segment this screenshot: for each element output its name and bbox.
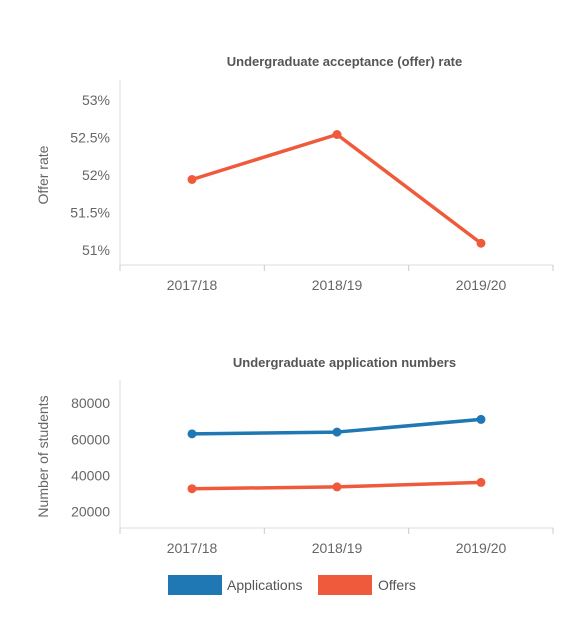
series-line-offer-rate xyxy=(190,132,483,245)
y-tick-label: 40000 xyxy=(71,468,110,484)
legend-swatch-offers xyxy=(318,575,372,595)
legend-label-applications: Applications xyxy=(227,577,303,593)
x-tick-label: 2018/19 xyxy=(312,277,363,293)
data-point xyxy=(187,175,197,184)
y-tick-label: 80000 xyxy=(71,395,110,411)
chart-title: Undergraduate application numbers xyxy=(233,355,456,370)
y-tick-label: 52% xyxy=(82,167,110,183)
data-point xyxy=(332,427,342,437)
y-tick-label: 20000 xyxy=(71,504,110,520)
data-point xyxy=(332,482,342,492)
data-point xyxy=(476,477,486,487)
y-tick-label: 51% xyxy=(82,242,110,258)
data-point xyxy=(476,414,486,424)
chart-1: Undergraduate acceptance (offer) rate Off… xyxy=(35,54,554,293)
legend-swatch-applications xyxy=(168,575,222,595)
y-tick-label: 53% xyxy=(82,92,110,108)
chart-2: Undergraduate application numbers Number … xyxy=(35,355,554,595)
chart-title: Undergraduate acceptance (offer) rate xyxy=(227,54,463,69)
x-tick-label: 2017/18 xyxy=(167,277,218,293)
legend: Applications Offers xyxy=(168,575,416,595)
x-tick-label: 2018/19 xyxy=(312,540,363,556)
y-axis-label: Offer rate xyxy=(35,145,51,204)
data-point xyxy=(187,429,197,439)
data-point xyxy=(187,484,197,494)
y-tick-label: 51.5% xyxy=(70,205,110,221)
y-axis-label: Number of students xyxy=(35,395,51,517)
legend-label-offers: Offers xyxy=(378,577,416,593)
y-tick-label: 52.5% xyxy=(70,130,110,146)
data-point xyxy=(476,238,486,248)
x-tick-label: 2017/18 xyxy=(167,540,218,556)
data-point xyxy=(332,130,342,139)
x-tick-label: 2019/20 xyxy=(456,540,507,556)
x-tick-label: 2019/20 xyxy=(456,277,507,293)
y-tick-label: 60000 xyxy=(71,431,110,447)
